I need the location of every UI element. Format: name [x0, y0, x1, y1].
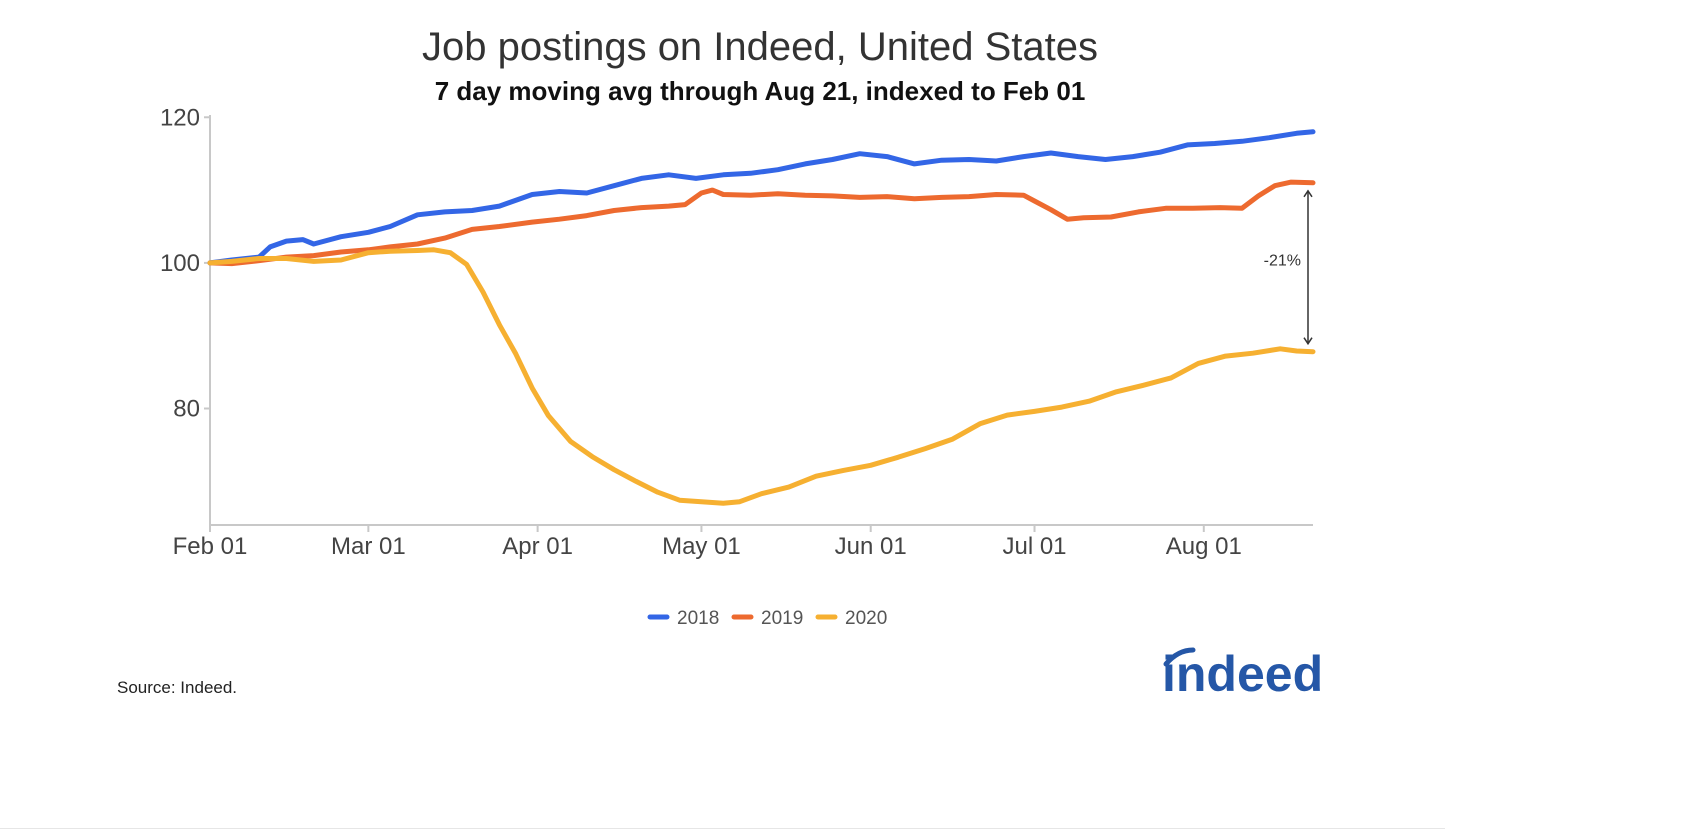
indeed-logo-text: indeed [1162, 646, 1323, 702]
x-tick-label: Jul 01 [1002, 533, 1066, 560]
series-line-2018 [207, 129, 1316, 266]
x-tick-label: Mar 01 [331, 533, 406, 560]
x-tick-label: Aug 01 [1166, 533, 1242, 560]
x-tick-label: Apr 01 [502, 533, 573, 560]
x-tick-label: Jun 01 [835, 533, 907, 560]
series-lines [207, 129, 1316, 506]
source-note: Source: Indeed. [117, 678, 237, 697]
gap-annotation: -21% [1264, 189, 1313, 346]
chart-legend: 2018 2019 2020 [647, 608, 887, 629]
logo-arc-icon [1163, 647, 1196, 667]
chart-title: Job postings on Indeed, United States [422, 25, 1098, 69]
annotation-arrowhead-up-icon [1303, 189, 1313, 198]
annotation-arrowhead-down-icon [1303, 337, 1313, 346]
legend-label-2018: 2018 [677, 608, 719, 629]
indeed-logo: indeed [1162, 646, 1323, 702]
y-tick-label: 100 [160, 250, 200, 277]
x-tick-label: May 01 [662, 533, 741, 560]
annotation-label: -21% [1264, 252, 1301, 269]
legend-label-2019: 2019 [761, 608, 803, 629]
series-line-2020 [207, 247, 1316, 506]
y-tick-label: 80 [173, 396, 200, 423]
legend-label-2020: 2020 [845, 608, 887, 629]
chart-subtitle: 7 day moving avg through Aug 21, indexed… [435, 76, 1086, 106]
x-tick-label: Feb 01 [173, 533, 248, 560]
series-line-2019 [207, 179, 1316, 267]
chart-axes: 120 100 80 Feb 01 Mar 01 Apr 01 May 01 Jun 01 Ju… [160, 104, 1313, 560]
y-tick-label: 120 [160, 104, 200, 131]
